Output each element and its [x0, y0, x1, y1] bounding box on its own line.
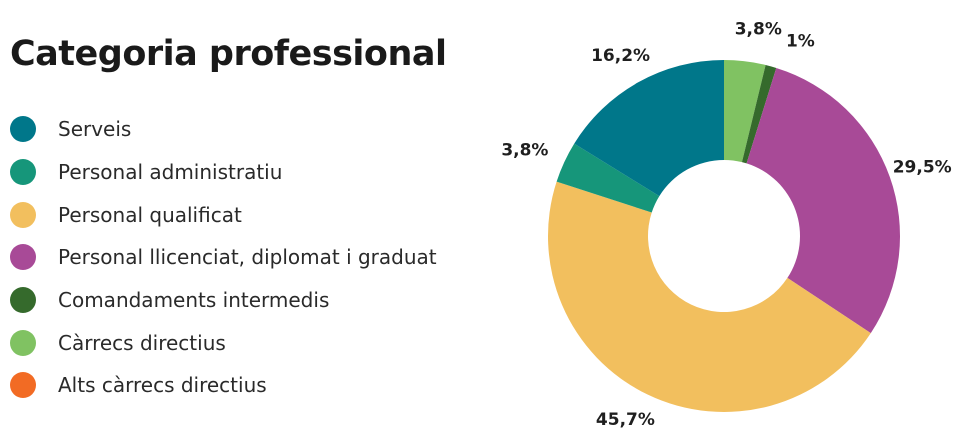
- data-label-carrecs-directius: 3,8%: [735, 20, 782, 40]
- slice-personal-qualificat: [548, 181, 871, 412]
- legend-item-alts-carrecs-directius: Alts càrrecs directius: [10, 364, 437, 407]
- chart-title: Categoria professional: [10, 34, 447, 74]
- legend-swatch-personal-llicenciat: [10, 244, 36, 271]
- data-label-personal-llicenciat-diplomat-i-graduat: 29,5%: [893, 158, 952, 178]
- data-label-serveis: 16,2%: [591, 46, 650, 66]
- legend-label-serveis: Serveis: [58, 117, 132, 142]
- legend-label-alts-carrecs-directius: Alts càrrecs directius: [58, 373, 267, 398]
- legend-swatch-carrecs-directius: [10, 329, 36, 356]
- slice-personal-llicenciat-diplomat-i-graduat: [746, 67, 900, 334]
- legend-item-serveis: Serveis: [10, 108, 437, 151]
- data-label-personal-administratiu: 3,8%: [501, 140, 548, 160]
- legend-swatch-personal-administratiu: [10, 159, 36, 186]
- legend-item-personal-qualificat: Personal qualificat: [10, 193, 437, 236]
- legend-label-personal-qualificat: Personal qualificat: [58, 202, 242, 227]
- slice-comandaments-intermedis: [741, 64, 777, 164]
- legend-item-personal-administratiu: Personal administratiu: [10, 151, 437, 194]
- slice-carrecs-directius: [724, 60, 766, 163]
- legend-item-carrecs-directius: Càrrecs directius: [10, 321, 437, 364]
- legend-swatch-alts-carrecs-directius: [10, 372, 36, 399]
- legend-item-personal-llicenciat: Personal llicenciat, diplomat i graduat: [10, 236, 437, 279]
- slice-personal-administratiu: [556, 143, 660, 213]
- legend-swatch-serveis: [10, 116, 36, 143]
- legend-swatch-comandaments-intermedis: [10, 287, 36, 314]
- legend-label-comandaments-intermedis: Comandaments intermedis: [58, 288, 330, 313]
- legend-label-carrecs-directius: Càrrecs directius: [58, 330, 226, 355]
- legend-label-personal-administratiu: Personal administratiu: [58, 160, 283, 185]
- slice-serveis: [574, 60, 724, 197]
- legend: Serveis Personal administratiu Personal …: [10, 108, 437, 407]
- legend-label-personal-llicenciat: Personal llicenciat, diplomat i graduat: [58, 245, 437, 270]
- legend-item-comandaments-intermedis: Comandaments intermedis: [10, 279, 437, 322]
- data-label-personal-qualificat: 45,7%: [596, 410, 655, 430]
- legend-swatch-personal-qualificat: [10, 201, 36, 228]
- data-label-comandaments-intermedis: 1%: [786, 31, 815, 51]
